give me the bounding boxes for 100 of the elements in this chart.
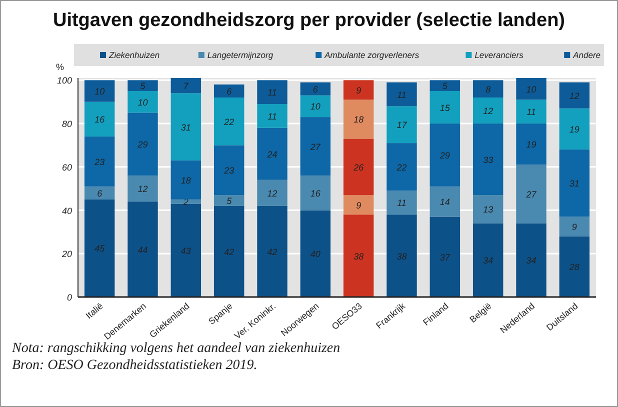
bar	[214, 145, 244, 196]
data-label: 7	[183, 81, 190, 92]
data-label: 11	[397, 90, 406, 100]
y-tick-label: 100	[56, 76, 72, 86]
data-label: 27	[309, 142, 322, 152]
bar	[257, 206, 288, 297]
data-label: 11	[268, 88, 277, 98]
bar	[516, 124, 546, 165]
bar	[170, 93, 202, 160]
data-label: 44	[138, 244, 148, 255]
y-tick-label: 40	[62, 206, 72, 216]
data-label: 40	[310, 249, 320, 260]
data-label: 6	[97, 188, 102, 198]
data-label: 10	[138, 97, 148, 108]
bar	[343, 100, 374, 139]
data-label: 28	[568, 262, 580, 272]
bar	[300, 210, 331, 297]
data-label: 6	[226, 86, 232, 97]
data-label: 38	[354, 251, 364, 262]
bar	[300, 176, 331, 210]
data-label: 37	[440, 252, 451, 262]
data-label: 27	[525, 190, 538, 200]
data-label: 12	[483, 106, 494, 116]
bar	[257, 104, 288, 128]
bar	[559, 150, 590, 217]
text: Bron: OESO Gezondheidsstatistieken 2019.	[12, 358, 258, 373]
bar	[430, 216, 460, 297]
legend-label: Ambulante zorgverleners	[324, 50, 420, 60]
data-label: 18	[354, 114, 364, 125]
bar	[559, 216, 590, 236]
bar	[300, 95, 331, 118]
bar	[559, 236, 590, 297]
data-label: 34	[483, 256, 494, 266]
y-axis-title: %	[56, 62, 64, 72]
data-label: 34	[526, 256, 536, 266]
bar	[128, 176, 158, 202]
bar	[472, 124, 504, 196]
legend-label: Ziekenhuizen	[108, 50, 160, 60]
data-label: 33	[483, 154, 494, 165]
data-label: 9	[356, 85, 362, 96]
bar	[128, 80, 158, 92]
data-label: 11	[268, 111, 277, 122]
data-label: 10	[526, 84, 536, 94]
y-tick-label: 20	[60, 249, 72, 260]
bar	[559, 82, 590, 108]
bar	[343, 195, 374, 215]
data-label: 43	[180, 246, 191, 256]
bar	[386, 190, 417, 215]
bar	[386, 106, 417, 144]
bar	[84, 199, 115, 297]
data-label: 6	[312, 84, 318, 94]
bar	[84, 136, 115, 186]
bar	[257, 80, 288, 104]
data-label: 11	[526, 107, 536, 118]
y-tick-label: 60	[62, 162, 72, 172]
data-label: 13	[483, 204, 494, 215]
data-label: 31	[180, 122, 191, 132]
data-label: 19	[526, 140, 536, 150]
data-label: 11	[397, 198, 406, 208]
bar	[214, 195, 244, 206]
bar	[472, 98, 504, 124]
bar	[170, 199, 202, 204]
data-label: 42	[224, 246, 234, 257]
data-label: 9	[356, 200, 362, 210]
data-label: 14	[440, 197, 450, 208]
bar	[170, 78, 202, 94]
bar	[343, 80, 374, 100]
bar	[559, 108, 590, 150]
data-label: 31	[569, 178, 580, 189]
data-label: 5	[226, 196, 233, 206]
data-label: 29	[438, 150, 450, 160]
bar	[257, 128, 288, 180]
data-label: 24	[266, 149, 278, 160]
text: Nota: rangschikking volgens het aandeel van ziekenhuizen	[11, 341, 340, 356]
data-label: 29	[136, 140, 148, 150]
bar	[516, 164, 546, 224]
bar	[386, 82, 417, 106]
bar	[170, 204, 202, 297]
data-label: 16	[310, 188, 320, 198]
bar	[84, 102, 115, 137]
data-label: 16	[94, 114, 105, 125]
bar	[472, 80, 504, 98]
bar	[84, 80, 115, 102]
bar	[170, 160, 202, 200]
bar	[430, 91, 460, 124]
bar	[472, 223, 504, 297]
bar	[516, 78, 546, 100]
data-label: 22	[223, 116, 234, 127]
bar	[128, 91, 158, 113]
data-label: 26	[352, 162, 364, 172]
bar	[128, 202, 158, 297]
data-label: 10	[310, 102, 320, 112]
data-label: 18	[180, 175, 191, 186]
y-tick-label: 0	[66, 292, 72, 302]
data-label: 19	[569, 124, 580, 134]
bar	[430, 80, 460, 92]
bar	[516, 100, 546, 124]
legend-label: Langetermijnzorg	[207, 50, 274, 60]
data-label: 22	[396, 162, 407, 172]
bar	[386, 143, 417, 191]
